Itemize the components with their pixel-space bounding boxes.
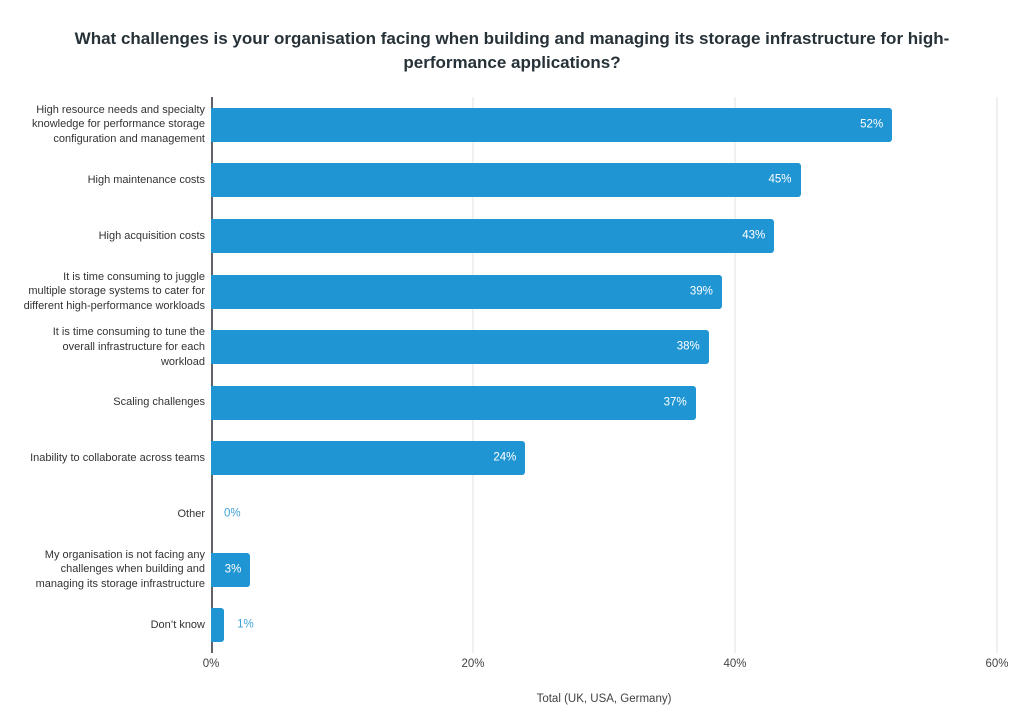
- category-label: Don’t know: [150, 618, 205, 631]
- bar-value-label: 3%: [224, 562, 242, 575]
- bar-row: 1%: [211, 597, 997, 653]
- bar: 38%: [211, 330, 709, 365]
- bar-row: 45%: [211, 153, 997, 209]
- bar: 3%: [211, 552, 251, 587]
- chart-title: What challenges is your organisation fac…: [74, 29, 950, 72]
- bar: [211, 608, 225, 643]
- gridline: [996, 97, 998, 653]
- x-tick-label: 0%: [202, 658, 220, 670]
- category-labels: High resource needs and specialty knowle…: [8, 97, 205, 653]
- rows-layer: 52% 45% 43% 39% 38% 37% 24% 0% 3% 1%: [211, 97, 997, 653]
- bar-row: 43%: [211, 208, 997, 264]
- bar: 43%: [211, 218, 775, 253]
- bar-value-label: 37%: [663, 396, 687, 409]
- bar-row: 24%: [211, 431, 997, 487]
- bar-value-label: 24%: [493, 451, 517, 464]
- x-axis-title: Total (UK, USA, Germany): [536, 693, 672, 705]
- category-label: Scaling challenges: [113, 396, 205, 409]
- bar: 45%: [211, 163, 801, 198]
- x-tick-label: 40%: [723, 658, 747, 670]
- bar-row: 3%: [211, 542, 997, 598]
- bar: 39%: [211, 274, 722, 309]
- bar: 52%: [211, 107, 893, 142]
- bar-row: 38%: [211, 319, 997, 375]
- gridline: [472, 97, 474, 653]
- category-label: High acquisition costs: [98, 229, 205, 242]
- bar-value-label: 52%: [860, 118, 884, 131]
- bar-row: 37%: [211, 375, 997, 431]
- gridline: [734, 97, 736, 653]
- plot-area: 52% 45% 43% 39% 38% 37% 24% 0% 3% 1%: [211, 97, 998, 653]
- bar: 24%: [211, 441, 526, 476]
- category-label: My organisation is not facing any challe…: [35, 548, 205, 590]
- category-label: High resource needs and specialty knowle…: [31, 103, 205, 146]
- grid-layer: [211, 97, 998, 653]
- category-label: Other: [177, 507, 205, 520]
- bar-value-label: 45%: [768, 173, 792, 186]
- bar-value-label: 38%: [676, 340, 700, 353]
- bar-row: 39%: [211, 264, 997, 320]
- category-label: Inability to collaborate across teams: [30, 452, 205, 465]
- bar: 37%: [211, 385, 696, 420]
- bar-row: 0%: [211, 486, 997, 542]
- bar-value-label: 1%: [237, 618, 254, 631]
- category-label: It is time consuming to juggle multiple …: [23, 270, 205, 312]
- bar-value-label: 39%: [689, 284, 713, 297]
- y-axis-line: [211, 97, 213, 653]
- category-label: It is time consuming to tune the overall…: [52, 326, 205, 368]
- x-tick-label: 20%: [461, 658, 485, 670]
- x-tick-label: 60%: [985, 658, 1009, 670]
- bar-row: 52%: [211, 97, 997, 153]
- category-label: High maintenance costs: [87, 174, 205, 187]
- bar-value-label: 0%: [224, 507, 241, 520]
- x-axis-ticks: 0% 20% 40% 60%: [203, 658, 1009, 674]
- bar-value-label: 43%: [742, 229, 766, 242]
